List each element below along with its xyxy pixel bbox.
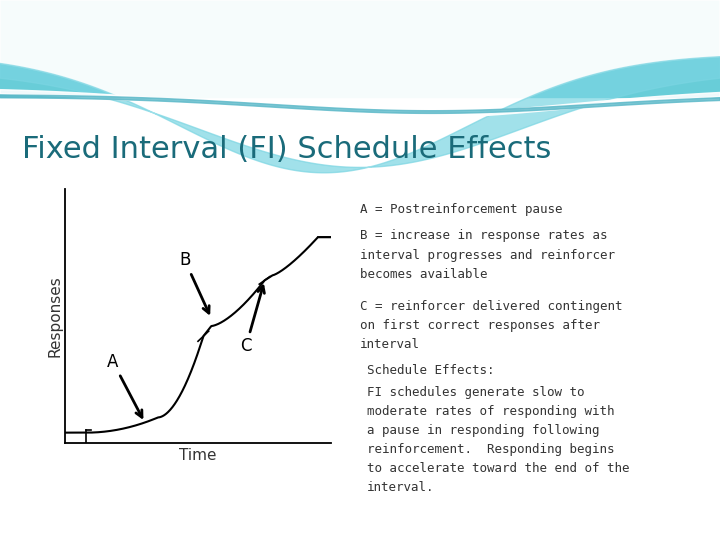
X-axis label: Time: Time [179,448,217,463]
Text: FI schedules generate slow to
moderate rates of responding with
a pause in respo: FI schedules generate slow to moderate r… [367,386,630,494]
Text: B: B [179,251,209,313]
Text: Fixed Interval (FI) Schedule Effects: Fixed Interval (FI) Schedule Effects [22,135,551,164]
Text: B = increase in response rates as
interval progresses and reinforcer
becomes ava: B = increase in response rates as interv… [360,230,615,280]
Text: A = Postreinforcement pause: A = Postreinforcement pause [360,202,562,215]
Text: A: A [107,353,142,417]
Text: C: C [240,286,264,355]
Text: Schedule Effects:: Schedule Effects: [367,364,495,377]
Y-axis label: Responses: Responses [47,275,62,357]
Text: C = reinforcer delivered contingent
on first correct responses after
interval: C = reinforcer delivered contingent on f… [360,300,623,350]
